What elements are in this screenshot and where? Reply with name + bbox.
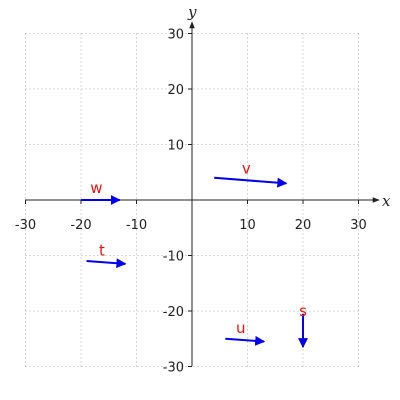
- tick-labels: -30 -20 -10 10 20 30 -30 -20 -10 10 20 30: [15, 28, 367, 376]
- x-tick-label: -20: [70, 218, 91, 233]
- y-tick-label: -10: [163, 250, 184, 265]
- x-tick-label: 20: [295, 218, 312, 233]
- y-tick-label: 20: [167, 83, 184, 98]
- y-tick-label: -20: [163, 305, 184, 320]
- x-tick-label: -10: [126, 218, 147, 233]
- y-tick-label: 10: [167, 139, 184, 154]
- y-axis-label: y: [187, 3, 197, 21]
- y-tick-label: 30: [167, 28, 184, 43]
- x-axis-label: x: [382, 192, 391, 210]
- vector-label-u: u: [236, 319, 246, 337]
- y-tick-label: -30: [163, 361, 184, 376]
- vector-u: [225, 335, 266, 346]
- vectors: v w t u s: [81, 160, 308, 349]
- vector-label-w: w: [90, 179, 102, 197]
- vector-label-s: s: [299, 302, 307, 320]
- x-tick-label: 10: [239, 218, 256, 233]
- vector-label-v: v: [242, 160, 251, 178]
- vector-label-t: t: [99, 241, 105, 259]
- vector-v: [214, 176, 288, 188]
- x-tick-label: 30: [350, 218, 367, 233]
- x-tick-label: -30: [15, 218, 36, 233]
- axes: x y: [25, 3, 391, 366]
- vector-t: [86, 258, 127, 269]
